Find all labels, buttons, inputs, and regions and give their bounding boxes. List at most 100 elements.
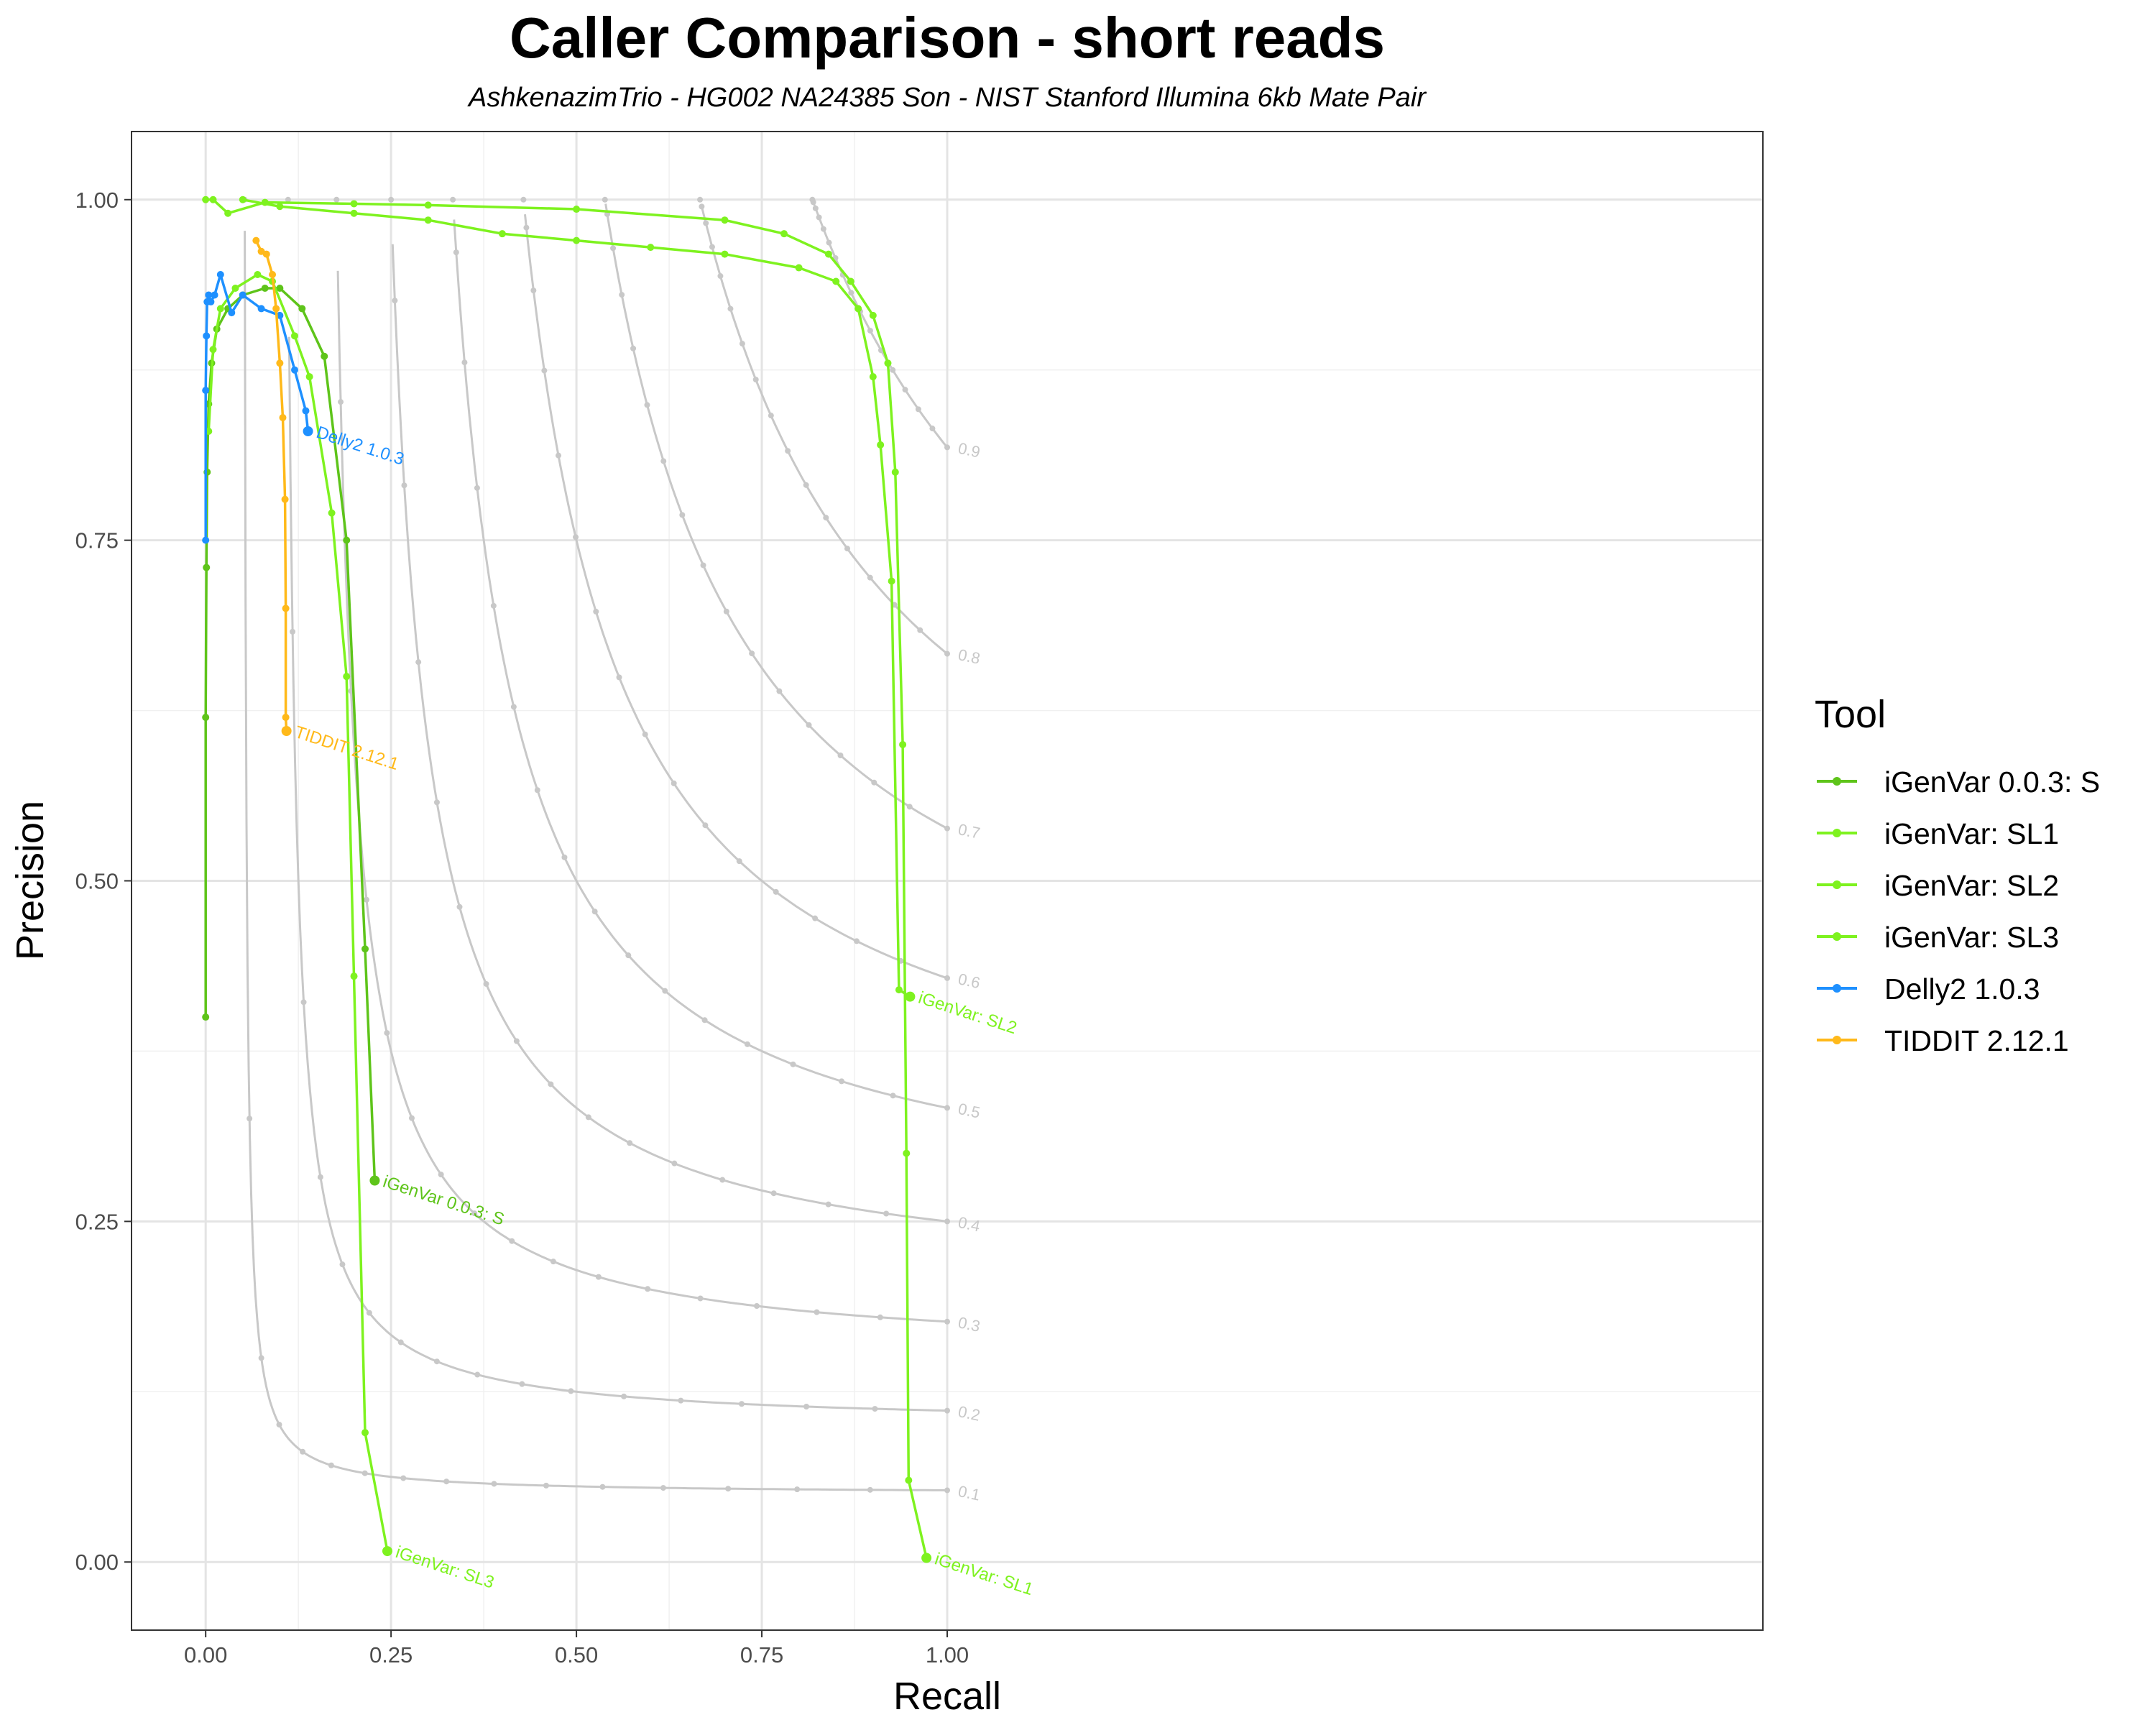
legend-key-point	[1833, 777, 1841, 786]
series-point	[573, 236, 581, 244]
f-isoline-point	[510, 704, 517, 710]
f-isoline-point	[699, 203, 705, 210]
f-isoline-point	[929, 426, 936, 432]
f-isoline-point	[642, 731, 648, 737]
series-end-point	[369, 1175, 380, 1186]
legend-items: iGenVar 0.0.3: S iGenVar: SL1 iGenVar: SL2…	[1817, 765, 2100, 1057]
f-isoline-point	[630, 345, 637, 351]
f-isoline-point	[550, 1259, 556, 1265]
series-point	[877, 441, 885, 448]
f-isoline-point	[867, 574, 873, 581]
f-isoline-point	[474, 484, 480, 491]
f-isoline	[391, 244, 948, 1223]
f-isoline-point	[944, 975, 950, 981]
y-tick-label: 0.00	[75, 1550, 119, 1575]
f-isoline-point	[513, 1038, 520, 1044]
series-point	[891, 468, 899, 476]
legend-label: Delly2 1.0.3	[1884, 972, 2040, 1006]
series-end-point	[281, 726, 292, 736]
f-isoline-point	[388, 196, 395, 203]
f-isoline-point	[839, 1078, 845, 1085]
f-isoline-point	[803, 1403, 810, 1409]
f-isoline-point	[300, 999, 307, 1006]
legend-key-point	[1833, 1036, 1841, 1044]
series-point	[209, 346, 217, 354]
f-isoline-point	[534, 787, 540, 794]
f-isoline-point	[443, 1478, 450, 1485]
f-isoline-point	[400, 1475, 407, 1481]
series-point	[795, 264, 803, 272]
series-point	[216, 271, 224, 279]
legend-key-point	[1833, 932, 1841, 941]
f-isoline-point	[290, 628, 296, 635]
f-isoline-point	[727, 305, 734, 312]
series-point	[291, 332, 298, 340]
f-isoline-point	[820, 226, 826, 232]
f-isoline-point	[366, 1310, 372, 1316]
f-isoline-point	[917, 627, 923, 633]
f-isoline-point	[678, 1397, 684, 1404]
f-isoline-point	[339, 1261, 346, 1268]
f-isoline-point	[285, 196, 291, 203]
f-isoline-point	[450, 196, 456, 203]
f-isoline-point	[591, 908, 598, 915]
series-point	[573, 206, 581, 213]
f-isoline	[604, 203, 948, 829]
series-point	[328, 509, 336, 517]
f-isoline-point	[770, 1190, 777, 1197]
f-isoline-label: 0.1	[957, 1482, 982, 1504]
f-isoline-point	[723, 608, 729, 615]
f-isoline-point	[408, 1115, 415, 1121]
series-point	[424, 216, 432, 224]
series-point	[282, 714, 290, 722]
f-isoline-point	[890, 1092, 896, 1099]
f-isoline-point	[364, 896, 370, 903]
series-point	[721, 250, 729, 258]
f-isoline-point	[300, 1448, 306, 1455]
f-isoline-point	[944, 650, 950, 657]
f-isoline-point	[823, 515, 829, 521]
series-point	[276, 203, 284, 211]
series-point	[202, 387, 210, 395]
series-point	[343, 536, 351, 544]
f-isoline-point	[520, 196, 527, 203]
chart-subtitle: AshkenazimTrio - HG002 NA24385 Son - NIS…	[467, 83, 1427, 113]
series-point	[895, 986, 903, 994]
series-point	[202, 536, 210, 544]
x-tick-label: 1.00	[926, 1642, 969, 1668]
f-isoline-point	[703, 220, 709, 226]
f-isoline-label: 0.3	[957, 1313, 982, 1335]
f-isoline-point	[491, 1481, 497, 1487]
f-isoline-point	[738, 1401, 745, 1407]
series-point	[239, 196, 247, 203]
f-isoline-point	[556, 452, 562, 459]
series-point	[498, 230, 506, 238]
y-tick-label: 0.50	[75, 869, 119, 894]
f-isoline-point	[415, 659, 422, 666]
series-point	[884, 359, 892, 367]
f-isoline-point	[523, 224, 530, 231]
chart-title: Caller Comparison - short reads	[510, 6, 1385, 70]
f-isoline-point	[872, 1406, 878, 1412]
f-isoline-point	[660, 458, 667, 464]
f-isoline-point	[530, 288, 537, 294]
f-isoline-point	[338, 399, 344, 405]
f-isoline-point	[361, 1470, 368, 1476]
f-isoline-point	[719, 1177, 726, 1183]
f-isoline-point	[573, 534, 579, 540]
legend-label: iGenVar 0.0.3: S	[1884, 765, 2100, 799]
f-isoline	[701, 208, 948, 655]
f-isoline-point	[461, 359, 468, 366]
f-isoline-point	[568, 1388, 574, 1394]
x-tick-label: 0.00	[184, 1642, 227, 1668]
series-point	[888, 577, 895, 585]
x-axis-title: Recall	[893, 1675, 1001, 1718]
f-isoline-label: 0.6	[957, 970, 982, 992]
y-tick-label: 0.25	[75, 1209, 119, 1234]
series-point	[298, 305, 306, 313]
f-isoline-point	[595, 1274, 602, 1280]
f-isoline-point	[826, 239, 832, 246]
legend-key-point	[1833, 829, 1841, 837]
series-point	[257, 305, 265, 313]
